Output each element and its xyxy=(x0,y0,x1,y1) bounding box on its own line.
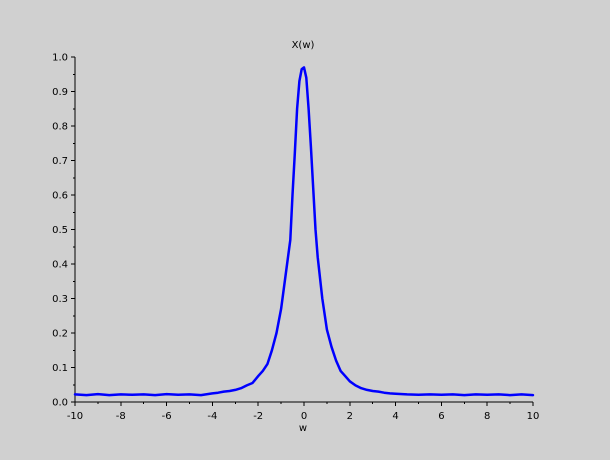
x-ticks: -10 -8 -6 -4 -2 0 2 4 6 8 10 xyxy=(67,402,540,422)
y-tick-label: 0.3 xyxy=(52,294,68,305)
y-tick-label: 0.9 xyxy=(52,87,68,98)
axes xyxy=(74,57,533,403)
y-tick-label: 0.4 xyxy=(52,260,68,271)
y-ticks: 0.0 0.1 0.2 0.3 0.4 0.5 0.6 0.7 0.8 0.9 1.0 xyxy=(52,53,75,409)
x-tick-label: -4 xyxy=(207,411,217,422)
x-tick-label: -6 xyxy=(162,411,172,422)
y-tick-label: 0.1 xyxy=(52,363,68,374)
series-line xyxy=(73,66,535,397)
x-tick-label: 10 xyxy=(527,411,540,422)
x-axis-label: w xyxy=(299,423,307,434)
chart-title: X(w) xyxy=(292,40,315,51)
series-layer xyxy=(73,66,535,397)
x-tick-label: 4 xyxy=(392,411,398,422)
x-tick-label: 0 xyxy=(301,411,307,422)
y-tick-label: 0.7 xyxy=(52,156,68,167)
y-tick-label: 0.5 xyxy=(52,225,68,236)
y-tick-label: 1.0 xyxy=(52,53,68,64)
y-tick-label: 0.2 xyxy=(52,329,68,340)
y-tick-label: 0.6 xyxy=(52,191,68,202)
x-tick-label: 2 xyxy=(347,411,353,422)
x-tick-label: -8 xyxy=(116,411,126,422)
x-tick-label: -10 xyxy=(67,411,83,422)
x-tick-label: 6 xyxy=(438,411,444,422)
y-tick-label: 0.8 xyxy=(52,122,68,133)
x-tick-label: -2 xyxy=(253,411,263,422)
y-tick-label: 0.0 xyxy=(52,398,68,409)
x-tick-label: 8 xyxy=(484,411,490,422)
